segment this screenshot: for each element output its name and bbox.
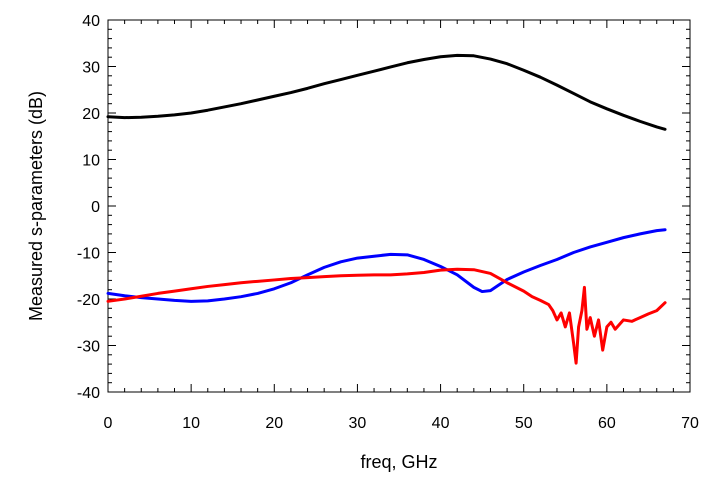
x-tick-label: 40 [432,415,450,432]
x-tick-label: 50 [515,415,533,432]
y-tick-label: 30 [82,60,100,77]
y-tick-label: -30 [77,339,100,356]
series-line-3 [106,267,667,365]
x-tick-label: 60 [598,415,616,432]
plot-frame [107,19,691,393]
y-tick-label: 0 [91,199,100,216]
x-tick-label: 0 [104,415,113,432]
x-axis-label: freq, GHz [360,452,437,472]
y-axis-label: Measured s-parameters (dB) [26,91,46,321]
x-tick-label: 70 [681,415,699,432]
y-tick-label: 20 [82,106,100,123]
x-tick-label: 30 [349,415,367,432]
y-tick-label: -20 [77,292,100,309]
series-line-2 [106,228,667,303]
x-tick-label: 10 [182,415,200,432]
y-tick-label: -40 [77,385,100,402]
series-layer [106,53,667,365]
y-tick-label: 40 [82,13,100,30]
y-axis-ticks: -40 -30 -20 -10 0 10 20 30 40 [77,13,690,402]
x-axis-ticks: 0 10 20 30 40 50 60 70 [104,20,699,432]
y-tick-label: -10 [77,246,100,263]
x-tick-label: 20 [265,415,283,432]
y-tick-label: 10 [82,153,100,170]
series-line-1 [106,53,667,131]
